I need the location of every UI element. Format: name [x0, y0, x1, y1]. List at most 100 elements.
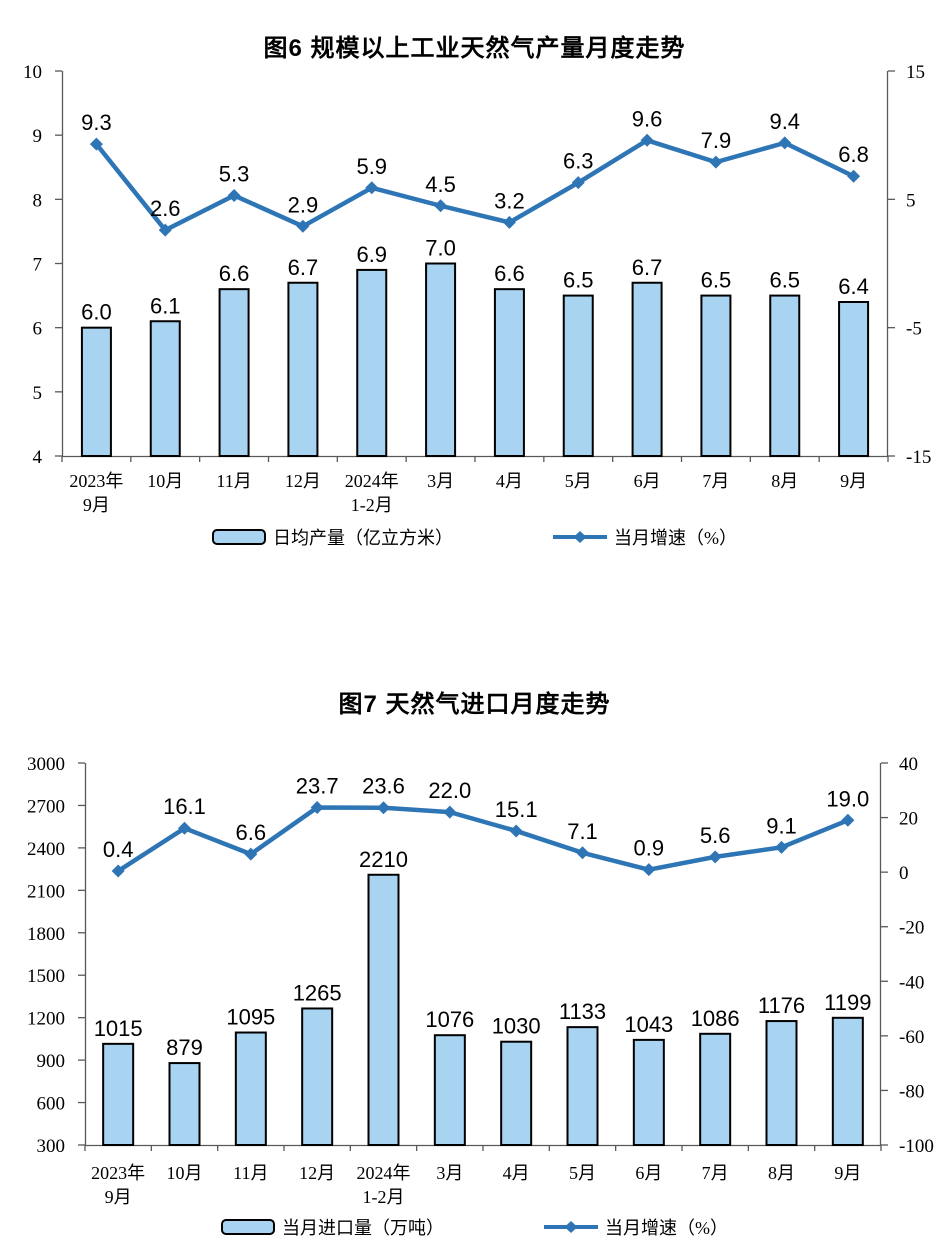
bar [80, 326, 112, 457]
line-point-marker [571, 176, 585, 190]
left-axis-tick-label: 2400 [27, 839, 65, 860]
left-axis-tick-label: 2700 [27, 796, 65, 817]
bar [287, 281, 319, 457]
right-axis-tick-label: 5 [906, 190, 916, 211]
bar-value-label: 6.0 [81, 300, 112, 325]
x-category-label: 9月 [83, 495, 110, 515]
x-category-label: 9月 [105, 1187, 132, 1207]
left-axis-tick-label: 9 [33, 126, 43, 147]
line-point-marker [434, 199, 448, 213]
line-value-label: 7.9 [701, 128, 732, 153]
line-value-label: 6.8 [838, 142, 869, 167]
line-value-label: 3.2 [494, 188, 525, 213]
bar-value-label: 6.7 [288, 255, 319, 280]
line-value-label: 5.9 [356, 154, 387, 179]
x-category-label: 3月 [436, 1163, 463, 1183]
x-category-label: 8月 [768, 1163, 795, 1183]
left-axis-tick-label: 5 [33, 383, 43, 404]
line-point-marker [775, 840, 788, 854]
line-value-label: 9.1 [766, 813, 797, 838]
x-category-label: 2023年 [91, 1163, 145, 1183]
x-category-label: 9月 [834, 1163, 861, 1183]
left-axis-tick-label: 2100 [27, 881, 65, 902]
x-category-label: 2023年 [69, 471, 123, 491]
x-category-label: 9月 [840, 471, 867, 491]
line-point-marker [178, 821, 191, 835]
bar [769, 294, 801, 457]
line-point-marker [227, 188, 241, 202]
left-axis-tick-label: 1200 [27, 1009, 65, 1030]
bar-value-label: 6.7 [632, 255, 663, 280]
x-category-label: 10月 [167, 1163, 203, 1183]
left-axis-tick-label: 4 [33, 447, 43, 468]
x-category-label: 10月 [147, 471, 183, 491]
bar [699, 1032, 732, 1147]
left-axis-tick-label: 3000 [27, 754, 65, 775]
line-point-marker [576, 846, 589, 860]
bar [367, 873, 400, 1147]
line-point-marker [502, 215, 516, 229]
line-point-marker [111, 864, 125, 878]
line-value-label: 6.3 [563, 149, 594, 174]
x-category-label: 12月 [285, 471, 321, 491]
fig6-title: 图6 规模以上工业天然气产量月度走势 [263, 35, 686, 62]
line-point-marker [89, 137, 103, 151]
left-axis-tick-label: 600 [37, 1094, 66, 1115]
bar [102, 1042, 135, 1146]
bar [425, 262, 457, 457]
line-point-marker [310, 800, 324, 814]
line-value-label: 23.6 [362, 774, 405, 799]
bar [356, 268, 388, 457]
bar-value-label: 6.9 [356, 242, 387, 267]
bar [433, 1034, 466, 1146]
bar [700, 294, 732, 457]
right-axis-tick-label: 15 [906, 62, 925, 83]
bar-value-label: 1015 [94, 1016, 143, 1041]
bar-value-label: 879 [166, 1035, 203, 1060]
bar-value-label: 6.5 [769, 268, 800, 293]
right-axis-tick-label: -100 [899, 1136, 934, 1157]
bar-value-label: 1043 [624, 1012, 673, 1037]
line-point-marker [509, 824, 523, 838]
fig7-plot: 3000 2700 2400 2100 1800 1500 1200 900 600 300 40 2… [27, 754, 934, 1207]
x-category-label: 1-2月 [351, 495, 393, 515]
line-point-marker [642, 863, 656, 877]
right-axis-tick-label: 0 [899, 863, 909, 884]
x-category-label: 3月 [427, 471, 454, 491]
line-point-marker [377, 801, 390, 815]
bar-legend-swatch-icon [221, 1219, 275, 1235]
line-value-label: 16.1 [163, 794, 206, 819]
left-axis-tick-label: 8 [33, 190, 43, 211]
line-point-marker [443, 805, 457, 819]
fig7-legend-line-item: 当月增速（%） [544, 1214, 728, 1240]
fig6-legend-bar-label: 日均产量（亿立方米） [273, 528, 453, 548]
line-value-label: 6.6 [236, 820, 267, 845]
bar-value-label: 6.5 [563, 268, 594, 293]
bar [632, 1038, 665, 1147]
left-axis-tick-label: 1500 [27, 966, 65, 987]
bar-legend-swatch-icon [212, 529, 266, 545]
x-category-label: 5月 [565, 471, 592, 491]
bar-value-label: 1199 [824, 990, 871, 1015]
bar-value-label: 1095 [226, 1005, 275, 1030]
x-category-label: 7月 [702, 1163, 729, 1183]
left-axis-tick-label: 6 [33, 319, 43, 340]
bar [168, 1062, 201, 1146]
left-axis-tick-label: 300 [37, 1136, 66, 1157]
line-point-marker [365, 181, 379, 195]
bar-value-label: 2210 [359, 847, 408, 872]
fig7-title: 图7 天然气进口月度走势 [338, 691, 611, 718]
x-category-label: 11月 [233, 1163, 268, 1183]
growth-line [94, 138, 856, 233]
bar [218, 288, 250, 457]
bar-value-label: 6.5 [701, 268, 732, 293]
bar [500, 1040, 533, 1146]
line-point-marker [778, 136, 792, 150]
line-value-label: 23.7 [296, 773, 339, 798]
line-value-label: 0.9 [634, 836, 665, 861]
right-axis-tick-label: 40 [899, 754, 918, 775]
x-category-label: 4月 [496, 471, 523, 491]
line-value-label: 9.6 [632, 106, 663, 131]
fig7-legend-bar-label: 当月进口量（万吨） [282, 1218, 444, 1238]
fig6-plot: 10 9 8 7 6 5 4 15 5 -5 -15 2023年 9月 10月 11月 12月 2024年 1-2… [23, 62, 931, 515]
